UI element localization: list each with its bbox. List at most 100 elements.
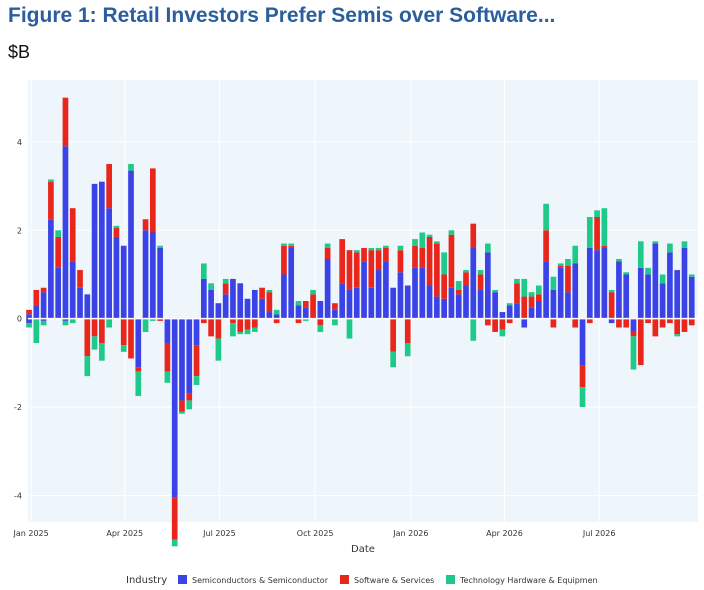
bar-segment-s1 (383, 247, 389, 262)
bar-segment-s2 (630, 336, 637, 370)
bar-segment-s1 (171, 497, 178, 540)
bar-segment-s1 (222, 283, 229, 295)
bar-segment-s0 (288, 247, 295, 319)
bar-segment-s0 (608, 318, 615, 324)
bar-segment-s2 (99, 342, 105, 361)
y-tick-label: 4 (17, 138, 22, 147)
bar-segment-s0 (33, 305, 40, 319)
x-tick-label: Jul 2025 (202, 529, 236, 538)
bar-segment-s2 (91, 336, 98, 350)
bar-segment-s0 (40, 292, 47, 319)
bar-segment-s2 (674, 334, 681, 337)
bar-segment-s2 (383, 245, 389, 248)
x-axis-label: Date (351, 544, 375, 555)
bar-segment-s0 (557, 267, 564, 319)
bar-segment-s1 (346, 250, 353, 290)
bar-segment-s1 (594, 217, 600, 251)
bar-segment-s2 (667, 243, 673, 253)
bar-segment-s1 (69, 208, 76, 262)
bar-segment-s0 (616, 261, 622, 319)
bar-segment-s1 (84, 318, 91, 357)
bar-segment-s1 (390, 318, 397, 352)
bar-segment-s1 (455, 289, 462, 295)
bar-segment-s0 (586, 247, 593, 319)
bar-segment-s0 (594, 250, 600, 319)
bar-segment-s0 (244, 298, 251, 319)
legend: Industry Semiconductors & Semiconductor S… (126, 575, 598, 586)
bar-segment-s2 (397, 245, 404, 251)
bar-segment-s2 (69, 318, 76, 324)
bar-segment-s2 (150, 318, 156, 321)
bar-segment-s1 (193, 345, 200, 377)
bar-segment-s0 (200, 278, 207, 319)
bar-segment-s0 (390, 287, 397, 319)
bar-segment-s0 (528, 307, 535, 319)
bar-segment-s0 (448, 287, 455, 319)
bar-segment-s2 (616, 259, 622, 262)
bar-segment-s1 (623, 318, 630, 328)
bar-segment-s1 (448, 234, 455, 288)
bar-segment-s2 (419, 232, 426, 248)
bar-segment-s0 (434, 296, 440, 319)
y-ticks: -4 -2 0 2 4 (14, 138, 22, 501)
bar-segment-s1 (637, 318, 644, 366)
bar-segment-s1 (645, 318, 651, 324)
bar-segment-s0 (353, 287, 360, 319)
legend-title: Industry (126, 575, 167, 586)
bar-segment-s2 (48, 179, 54, 182)
bar-segment-s0 (463, 285, 469, 319)
bar-segment-s0 (550, 289, 557, 319)
bar-segment-s0 (565, 292, 571, 319)
bar-segment-s2 (266, 289, 273, 293)
bar-segment-s1 (368, 250, 375, 288)
x-tick-label: Jan 2025 (13, 529, 49, 538)
y-tick-label: -2 (14, 403, 22, 412)
bar-segment-s1 (550, 318, 557, 328)
bar-segment-s2 (157, 245, 163, 248)
bar-segment-s1 (237, 318, 244, 332)
bar-segment-s0 (543, 261, 549, 319)
bar-segment-s1 (186, 393, 193, 401)
bar-segment-s1 (470, 223, 477, 248)
bar-segment-s1 (288, 245, 295, 248)
bar-segment-s1 (616, 318, 622, 328)
bar-segment-s2 (528, 292, 535, 297)
bar-segment-s1 (477, 274, 484, 290)
bar-segment-s1 (48, 181, 54, 220)
bar-segment-s0 (514, 303, 520, 319)
bar-segment-s1 (157, 318, 163, 321)
bar-segment-s0 (26, 318, 32, 324)
bar-segment-s0 (652, 243, 659, 319)
bar-segment-s0 (55, 267, 62, 319)
bar-segment-s0 (259, 298, 265, 319)
bar-segment-s2 (390, 351, 397, 368)
chart-title: Figure 1: Retail Investors Prefer Semis … (8, 4, 556, 27)
bar-segment-s1 (674, 318, 681, 335)
bar-segment-s2 (426, 234, 433, 237)
bar-segment-s1 (230, 318, 236, 324)
bar-segment-s1 (62, 97, 69, 147)
bar-segment-s1 (535, 294, 542, 301)
bar-segment-s0 (48, 219, 54, 319)
bar-segment-s2 (601, 208, 608, 246)
bar-segment-s2 (521, 278, 528, 297)
bar-segment-s0 (375, 270, 382, 319)
bar-segment-s2 (470, 318, 477, 341)
bar-segment-s1 (397, 250, 404, 273)
bar-segment-s1 (361, 247, 367, 262)
bar-segment-s0 (368, 287, 375, 319)
bar-segment-s1 (630, 331, 637, 337)
bar-segment-s0 (470, 247, 477, 319)
bar-segment-s2 (128, 163, 134, 171)
bar-segment-s1 (688, 318, 695, 326)
bar-segment-s2 (237, 331, 244, 335)
bar-segment-s0 (637, 267, 644, 319)
y-tick-label: 2 (17, 226, 22, 235)
bar-segment-s0 (40, 318, 47, 321)
bar-segment-s1 (302, 301, 309, 308)
bar-segment-s0 (579, 318, 586, 366)
bar-segment-s2 (623, 272, 630, 275)
bar-segment-s1 (281, 245, 287, 275)
bar-segment-s2 (681, 241, 688, 248)
